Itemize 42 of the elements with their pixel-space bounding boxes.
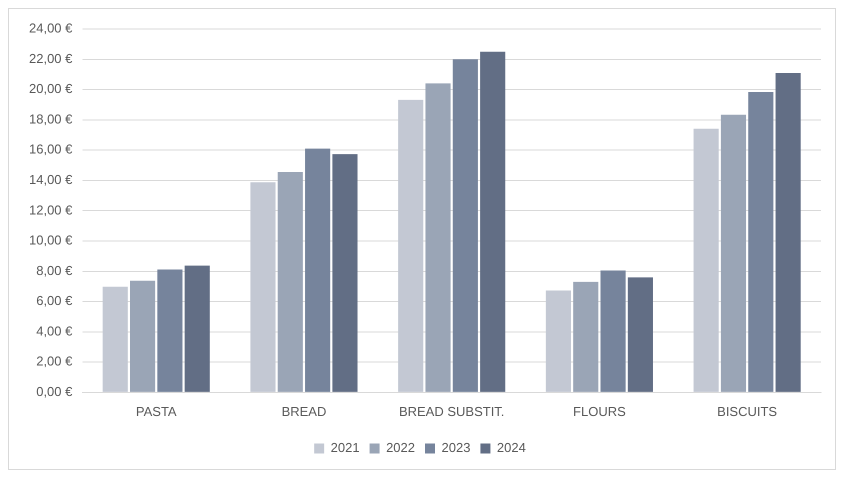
bar — [748, 92, 774, 392]
bar — [305, 148, 330, 392]
x-tick-label: PASTA — [136, 404, 177, 419]
bar — [130, 280, 156, 392]
y-tick-label: 10,00 € — [29, 232, 74, 248]
bar — [628, 277, 653, 392]
x-tick-label: BREAD SUBSTIT. — [398, 404, 504, 419]
bar — [546, 290, 571, 392]
y-tick-label: 20,00 € — [29, 81, 74, 96]
bar — [425, 83, 451, 392]
y-tick-label: 2,00 € — [36, 354, 74, 369]
legend-label: 2023 — [442, 440, 470, 456]
bar — [157, 269, 182, 392]
bar — [332, 154, 358, 392]
legend-label: 2021 — [330, 440, 360, 456]
x-tick-label: BISCUITS — [717, 404, 778, 419]
y-tick-label: 12,00 € — [29, 202, 74, 218]
bar — [278, 172, 303, 392]
x-tick-label: BREAD — [282, 404, 326, 419]
legend-label: 2022 — [386, 440, 415, 456]
y-tick-label: 4,00 € — [36, 323, 74, 338]
y-tick-label: 6,00 € — [36, 293, 74, 308]
bar — [250, 182, 276, 392]
y-tick-label: 0,00 € — [36, 384, 74, 399]
y-tick-label: 8,00 € — [36, 262, 74, 278]
bar — [480, 52, 506, 392]
y-tick-label: 22,00 € — [29, 50, 74, 66]
bar — [452, 59, 478, 392]
x-tick-label: FLOURS — [573, 404, 626, 419]
bar — [600, 270, 626, 392]
legend-label: 2024 — [496, 440, 526, 456]
y-tick-label: 14,00 € — [29, 172, 74, 187]
bar — [573, 282, 598, 392]
bar — [776, 73, 801, 392]
bar — [184, 266, 210, 392]
bar — [398, 100, 424, 392]
bar — [720, 114, 746, 392]
y-tick-label: 18,00 € — [29, 111, 74, 126]
bar — [694, 128, 719, 392]
bar — [102, 286, 128, 392]
y-tick-label: 16,00 € — [29, 142, 74, 157]
y-tick-label: 24,00 € — [29, 20, 74, 36]
